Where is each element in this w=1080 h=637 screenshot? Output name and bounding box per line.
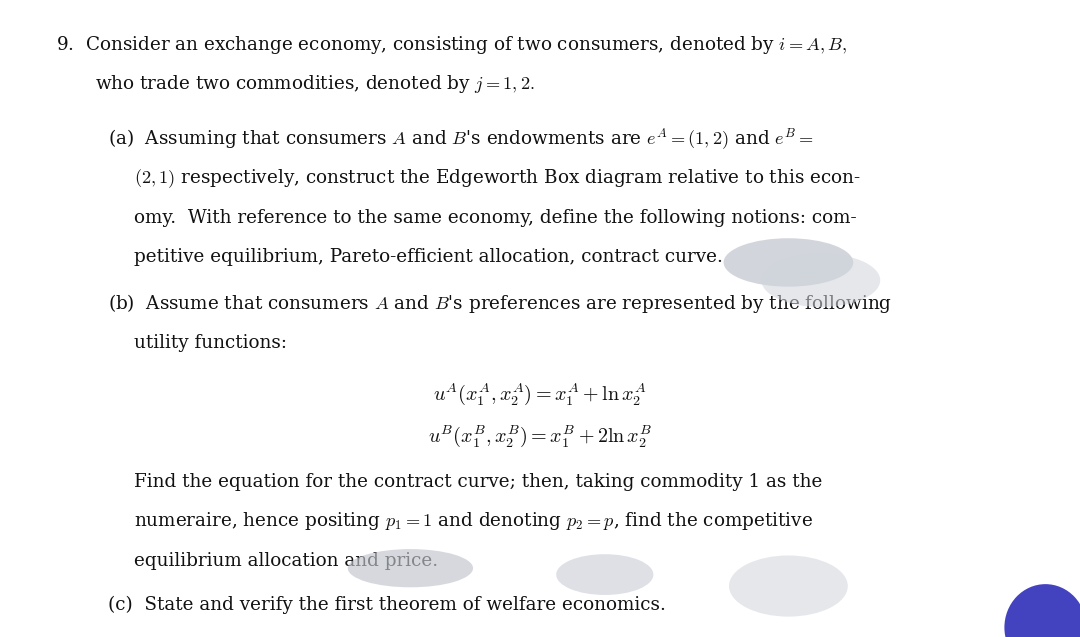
Text: (b)  Assume that consumers $A$ and $B$'s preferences are represented by the foll: (b) Assume that consumers $A$ and $B$'s … [108,292,892,315]
Text: (c)  State and verify the first theorem of welfare economics.: (c) State and verify the first theorem o… [108,596,666,614]
Text: $u^B(x_1^B, x_2^B) = x_1^B + 2\ln x_2^B$: $u^B(x_1^B, x_2^B) = x_1^B + 2\ln x_2^B$ [428,423,652,448]
Text: $(2, 1)$ respectively, construct the Edgeworth Box diagram relative to this econ: $(2, 1)$ respectively, construct the Edg… [134,167,861,190]
Ellipse shape [729,555,848,617]
Text: who trade two commodities, denoted by $j = 1, 2.$: who trade two commodities, denoted by $j… [95,73,535,95]
Text: numeraire, hence positing $p_1 = 1$ and denoting $p_2 = p$, find the competitive: numeraire, hence positing $p_1 = 1$ and … [134,510,813,532]
Text: $u^A(x_1^A, x_2^A) = x_1^A + \ln x_2^A$: $u^A(x_1^A, x_2^A) = x_1^A + \ln x_2^A$ [433,381,647,406]
Ellipse shape [556,554,653,595]
Ellipse shape [724,238,853,287]
Text: petitive equilibrium, Pareto-efficient allocation, contract curve.: petitive equilibrium, Pareto-efficient a… [134,248,723,266]
Ellipse shape [1004,584,1080,637]
Text: omy.  With reference to the same economy, define the following notions: com-: omy. With reference to the same economy,… [134,209,856,227]
Ellipse shape [761,254,880,307]
Text: 9.  Consider an exchange economy, consisting of two consumers, denoted by $i = A: 9. Consider an exchange economy, consist… [56,34,848,55]
Text: equilibrium allocation and price.: equilibrium allocation and price. [134,552,438,569]
Text: utility functions:: utility functions: [134,334,287,352]
Text: (a)  Assuming that consumers $A$ and $B$'s endowments are $e^A = (1, 2)$ and $e^: (a) Assuming that consumers $A$ and $B$'… [108,126,813,152]
Ellipse shape [348,549,473,587]
Text: Find the equation for the contract curve; then, taking commodity 1 as the: Find the equation for the contract curve… [134,473,822,490]
